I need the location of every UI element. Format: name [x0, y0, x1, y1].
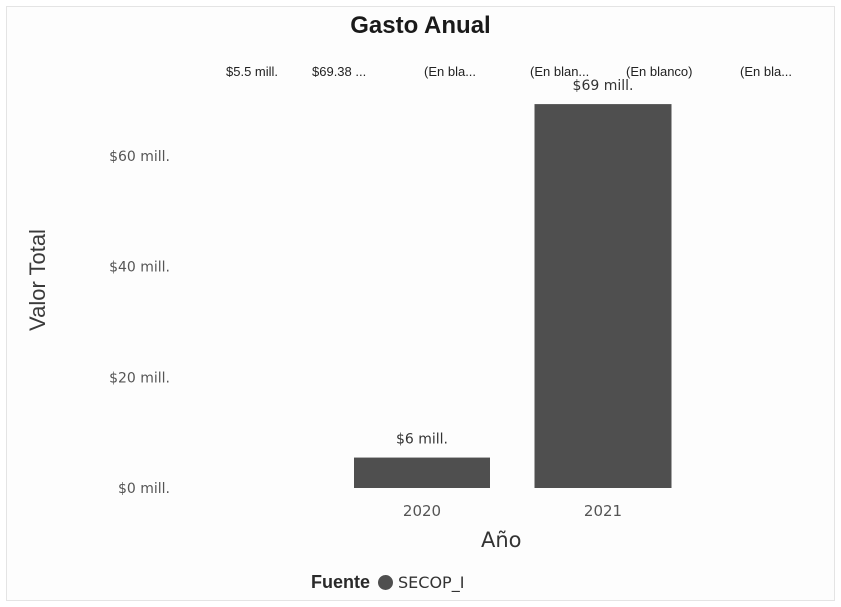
bar-2021[interactable] [534, 104, 672, 488]
legend: Fuente SECOP_I [311, 570, 464, 594]
x-tick-label: 2021 [584, 502, 622, 520]
top-label: (En blan... [530, 64, 590, 79]
y-tick-label: $0 mill. [118, 481, 170, 497]
x-axis-title: Año [481, 528, 522, 552]
top-label: (En bla... [740, 64, 793, 79]
legend-series-name: SECOP_I [398, 572, 465, 592]
y-tick-label: $40 mill. [109, 260, 170, 276]
top-label: (En bla... [424, 64, 477, 79]
data-label-2021: $69 mill. [573, 78, 634, 94]
chart-title: Gasto Anual [350, 12, 491, 39]
chart-frame [6, 6, 835, 601]
top-label: $5.5 mill. [226, 64, 279, 79]
data-label-2020: $6 mill. [396, 432, 448, 448]
legend-title: Fuente [311, 571, 371, 592]
legend-swatch-icon [378, 574, 394, 590]
y-tick-label: $60 mill. [109, 149, 170, 165]
top-data-labels: $5.5 mill. $69.38 ... (En bla... (En bla… [0, 64, 841, 84]
x-tick-label: 2020 [403, 502, 441, 520]
top-label: (En blanco) [626, 64, 693, 79]
top-label: $69.38 ... [312, 64, 367, 79]
bar-2020[interactable] [354, 457, 490, 488]
y-tick-label: $20 mill. [109, 370, 170, 386]
